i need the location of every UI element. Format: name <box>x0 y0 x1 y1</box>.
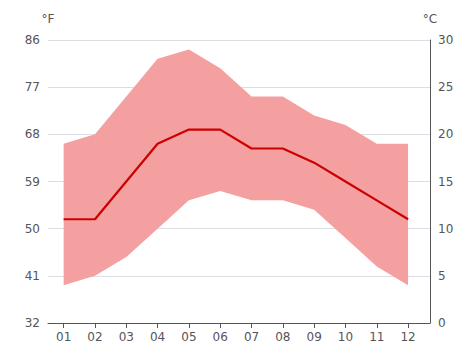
svg-text:°C: °C <box>423 12 437 26</box>
svg-text:30: 30 <box>438 33 453 47</box>
svg-text:09: 09 <box>307 330 322 344</box>
svg-text:11: 11 <box>369 330 384 344</box>
svg-text:02: 02 <box>87 330 102 344</box>
svg-text:10: 10 <box>338 330 353 344</box>
svg-text:25: 25 <box>438 80 453 94</box>
svg-text:08: 08 <box>275 330 290 344</box>
svg-text:77: 77 <box>25 80 40 94</box>
svg-text:06: 06 <box>213 330 228 344</box>
svg-text:0: 0 <box>438 316 446 330</box>
svg-text:32: 32 <box>25 316 40 330</box>
svg-text:12: 12 <box>400 330 415 344</box>
svg-text:04: 04 <box>150 330 165 344</box>
svg-text:03: 03 <box>119 330 134 344</box>
svg-text:01: 01 <box>56 330 71 344</box>
svg-text:50: 50 <box>25 222 40 236</box>
svg-text:68: 68 <box>25 127 40 141</box>
svg-text:07: 07 <box>244 330 259 344</box>
svg-text:59: 59 <box>25 175 40 189</box>
svg-text:15: 15 <box>438 175 453 189</box>
svg-text:°F: °F <box>42 12 55 26</box>
svg-text:41: 41 <box>25 269 40 283</box>
svg-text:86: 86 <box>25 33 40 47</box>
svg-text:10: 10 <box>438 222 453 236</box>
svg-text:20: 20 <box>438 127 453 141</box>
svg-text:05: 05 <box>181 330 196 344</box>
svg-text:5: 5 <box>438 269 446 283</box>
